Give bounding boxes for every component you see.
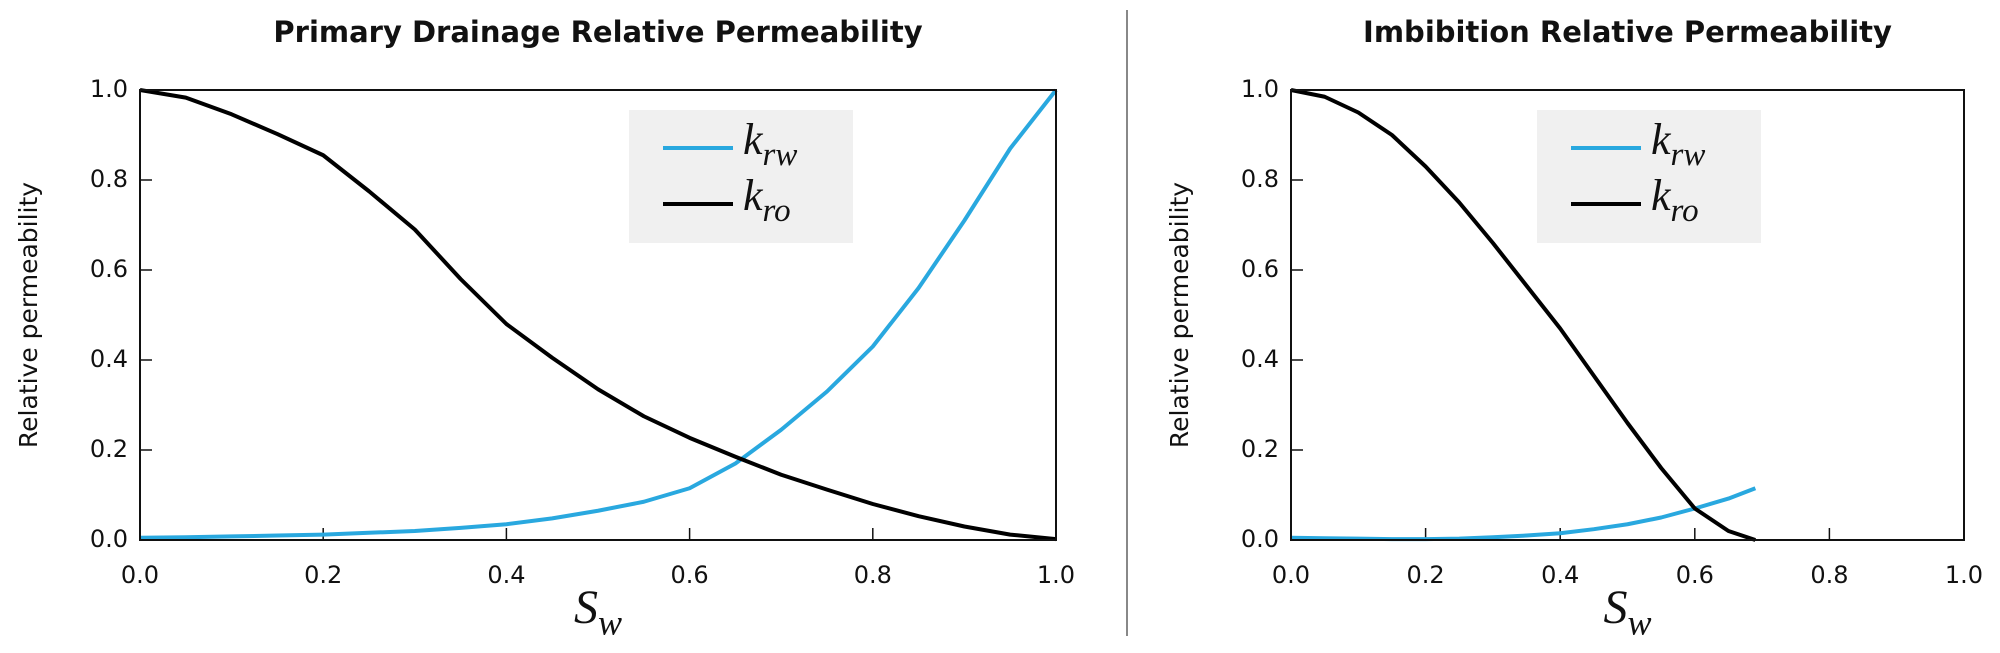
x-tick-label: 0.4 (487, 561, 525, 589)
x-axis-label: Sw (1603, 581, 1651, 643)
x-tick-label: 0.4 (1541, 561, 1579, 589)
chart-title: Imbibition Relative Permeability (1363, 15, 1892, 49)
legend-label: krw (1651, 115, 1705, 173)
y-axis-label: Relative permeability (14, 182, 43, 448)
x-tick-label: 0.2 (1407, 561, 1445, 589)
y-tick-label: 0.4 (1241, 345, 1279, 373)
y-axis-label: Relative permeability (1165, 182, 1194, 448)
x-tick-label: 0.8 (1810, 561, 1848, 589)
y-tick-label: 0.6 (1241, 255, 1279, 283)
series-line (1290, 486, 1757, 542)
y-tick-label: 0.0 (90, 525, 128, 553)
y-tick-label: 0.6 (90, 255, 128, 283)
y-tick-label: 0.8 (90, 165, 128, 193)
chart-title: Primary Drainage Relative Permeability (273, 15, 922, 49)
x-tick-label: 0.8 (854, 561, 892, 589)
x-tick-label: 0.6 (671, 561, 709, 589)
x-tick-label: 1.0 (1945, 561, 1983, 589)
plot-frame (139, 89, 1057, 541)
legend-label: kro (1651, 171, 1699, 229)
series-line (139, 88, 1057, 542)
legend-label: krw (743, 115, 797, 173)
legend-label: kro (743, 171, 791, 229)
series-line (139, 88, 1058, 540)
plot-frame (1290, 89, 1965, 541)
x-tick-label: 0.6 (1676, 561, 1714, 589)
legend-box (629, 110, 853, 243)
y-tick-label: 0.2 (90, 435, 128, 463)
y-tick-label: 0.0 (1241, 525, 1279, 553)
y-tick-label: 0.4 (90, 345, 128, 373)
y-tick-label: 1.0 (1241, 75, 1279, 103)
legend-box (1537, 110, 1761, 243)
y-tick-label: 0.2 (1241, 435, 1279, 463)
x-tick-label: 1.0 (1037, 561, 1075, 589)
x-tick-label: 0.2 (304, 561, 342, 589)
x-tick-label: 0.0 (121, 561, 159, 589)
y-tick-label: 0.8 (1241, 165, 1279, 193)
series-line (1290, 88, 1757, 542)
x-axis-label: Sw (574, 581, 622, 643)
y-tick-label: 1.0 (90, 75, 128, 103)
x-tick-label: 0.0 (1272, 561, 1310, 589)
